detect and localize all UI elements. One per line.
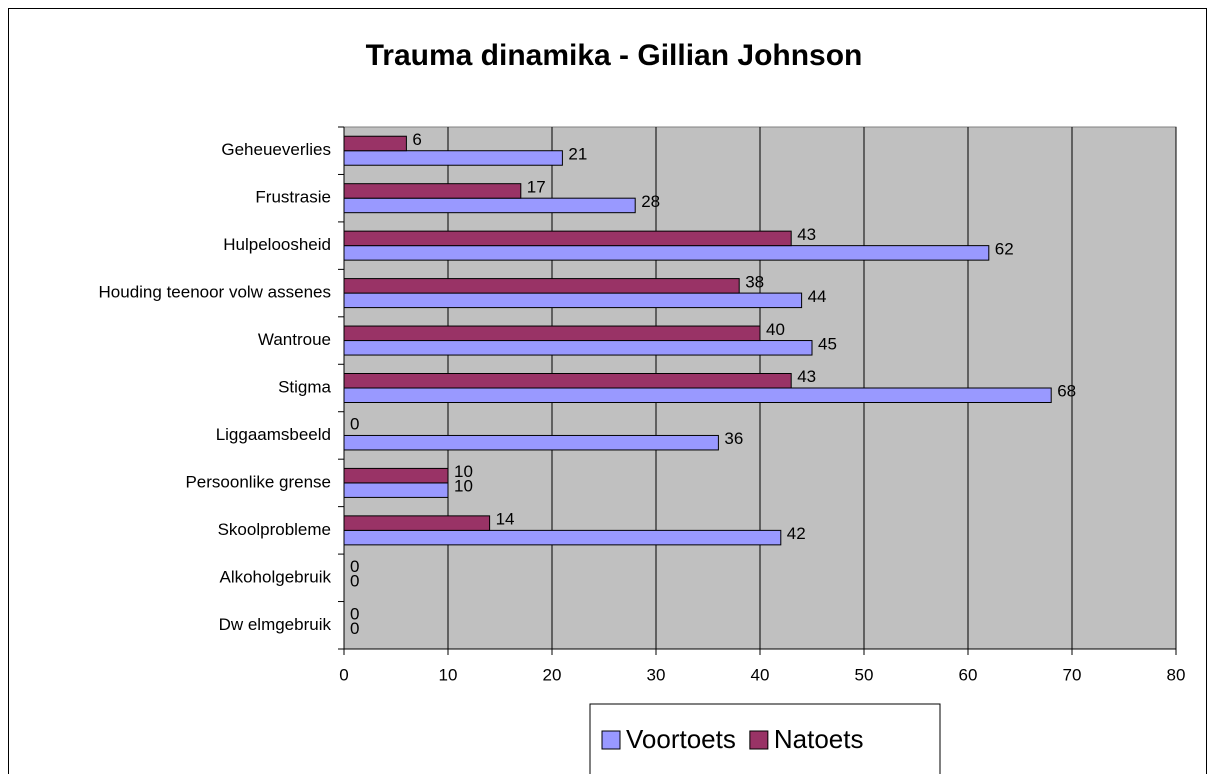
data-label: 0 bbox=[350, 557, 359, 576]
legend-label: Voortoets bbox=[626, 724, 736, 754]
data-label: 62 bbox=[995, 239, 1014, 258]
x-tick-label: 10 bbox=[439, 665, 458, 684]
x-tick-label: 50 bbox=[855, 665, 874, 684]
y-tick-label: Houding teenoor volw assenes bbox=[99, 283, 331, 302]
x-tick-label: 40 bbox=[751, 665, 770, 684]
y-tick-label: Liggaamsbeeld bbox=[216, 425, 331, 444]
legend-swatch bbox=[749, 730, 769, 750]
data-label: 0 bbox=[350, 619, 359, 638]
y-tick-label: Frustrasie bbox=[255, 188, 331, 207]
bar bbox=[343, 340, 813, 356]
data-label: 45 bbox=[818, 334, 837, 353]
bar bbox=[343, 245, 990, 261]
bar bbox=[343, 387, 1052, 403]
bar bbox=[343, 292, 803, 309]
bar bbox=[343, 150, 563, 166]
y-tick-label: Alkoholgebruik bbox=[219, 567, 331, 586]
data-label: 10 bbox=[454, 477, 473, 496]
bar bbox=[343, 515, 491, 531]
x-tick-label: 80 bbox=[1167, 665, 1186, 684]
y-tick-label: Dw elmgebruik bbox=[219, 615, 332, 634]
bar bbox=[343, 230, 792, 247]
bar bbox=[343, 135, 407, 152]
bar bbox=[343, 197, 636, 214]
data-label: 28 bbox=[641, 192, 660, 211]
y-tick-label: Hulpeloosheid bbox=[223, 235, 331, 254]
bar bbox=[343, 373, 792, 389]
bar bbox=[343, 325, 761, 342]
data-label: 0 bbox=[350, 415, 359, 434]
bar bbox=[343, 467, 449, 484]
bar bbox=[343, 183, 522, 199]
data-label: 43 bbox=[797, 225, 816, 244]
y-tick-label: Persoonlike grense bbox=[185, 472, 331, 491]
data-label: 68 bbox=[1057, 382, 1076, 401]
x-tick-label: 60 bbox=[959, 665, 978, 684]
data-label: 42 bbox=[787, 524, 806, 543]
data-label: 43 bbox=[797, 367, 816, 386]
x-tick-label: 30 bbox=[647, 665, 666, 684]
bar bbox=[343, 434, 719, 451]
y-tick-label: Wantroue bbox=[258, 330, 331, 349]
y-tick-label: Stigma bbox=[278, 377, 331, 396]
legend-label: Natoets bbox=[774, 724, 864, 754]
legend-swatch bbox=[601, 730, 621, 750]
data-label: 40 bbox=[766, 320, 785, 339]
data-label: 0 bbox=[350, 572, 359, 591]
data-label: 38 bbox=[745, 272, 764, 291]
x-tick-label: 0 bbox=[339, 665, 348, 684]
bar bbox=[343, 278, 740, 294]
data-label: 6 bbox=[412, 130, 421, 149]
y-tick-label: Geheueverlies bbox=[221, 140, 331, 159]
data-label: 14 bbox=[496, 510, 515, 529]
y-tick-label: Skoolprobleme bbox=[218, 520, 331, 539]
data-label: 10 bbox=[454, 462, 473, 481]
x-tick-label: 20 bbox=[543, 665, 562, 684]
data-label: 0 bbox=[350, 605, 359, 624]
data-label: 36 bbox=[724, 429, 743, 448]
data-label: 17 bbox=[527, 177, 546, 196]
data-label: 21 bbox=[568, 144, 587, 163]
bar bbox=[343, 482, 449, 498]
chart-title: Trauma dinamika - Gillian Johnson bbox=[366, 39, 863, 72]
x-tick-label: 70 bbox=[1063, 665, 1082, 684]
data-label: 44 bbox=[808, 287, 827, 306]
bar bbox=[343, 529, 782, 546]
